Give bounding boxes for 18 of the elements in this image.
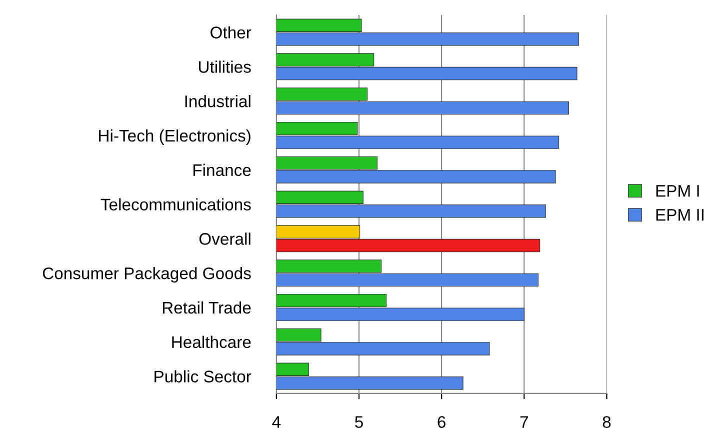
y-tick-label: Other: [210, 26, 252, 38]
y-tick-label: Industrial: [185, 95, 250, 108]
y-tick-label: Telecommunications: [100, 198, 251, 210]
y-tick-label: Healthcare: [172, 336, 251, 348]
y-tick-label: Utilities: [199, 60, 251, 73]
x-tick-label: 7: [520, 416, 528, 428]
y-tick-label: Retail Trade: [162, 301, 251, 314]
y-tick-label: Consumer Packaged Goods: [42, 267, 251, 283]
x-tick-label: 5: [355, 416, 363, 428]
x-tick-label: 6: [438, 416, 446, 428]
x-tick-label: 4: [272, 416, 281, 428]
y-tick-label: Hi-Tech (Electronics): [99, 129, 250, 145]
y-tick-label: Finance: [194, 164, 251, 176]
x-tick-label: 8: [602, 416, 611, 428]
legend-label: EPM I: [656, 185, 699, 197]
y-tick-label: Public Sector: [154, 370, 252, 382]
legend-label: EPM II: [656, 209, 704, 221]
y-tick-label: Overall: [199, 232, 250, 245]
